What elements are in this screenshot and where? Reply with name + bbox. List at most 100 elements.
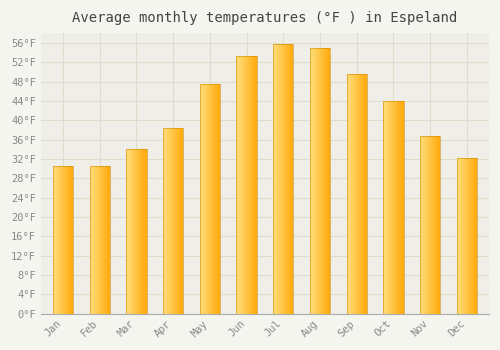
- Bar: [474, 158, 475, 314]
- Bar: [252, 56, 254, 314]
- Bar: [164, 127, 165, 314]
- Bar: [327, 48, 328, 314]
- Bar: [201, 84, 202, 314]
- Bar: [171, 127, 172, 314]
- Bar: [69, 166, 70, 314]
- Bar: [314, 48, 315, 314]
- Bar: [102, 166, 104, 314]
- Bar: [316, 48, 317, 314]
- Bar: [200, 84, 201, 314]
- Bar: [434, 136, 435, 314]
- Bar: [168, 127, 169, 314]
- Bar: [392, 101, 394, 314]
- Bar: [236, 56, 256, 314]
- Bar: [65, 166, 66, 314]
- Bar: [246, 56, 248, 314]
- Bar: [431, 136, 432, 314]
- Bar: [200, 84, 220, 314]
- Bar: [165, 127, 166, 314]
- Bar: [310, 48, 330, 314]
- Bar: [244, 56, 246, 314]
- Bar: [468, 158, 469, 314]
- Bar: [212, 84, 213, 314]
- Bar: [476, 158, 477, 314]
- Bar: [427, 136, 428, 314]
- Bar: [461, 158, 462, 314]
- Bar: [109, 166, 110, 314]
- Bar: [430, 136, 431, 314]
- Bar: [396, 101, 398, 314]
- Bar: [204, 84, 205, 314]
- Bar: [167, 127, 168, 314]
- Bar: [240, 56, 242, 314]
- Bar: [388, 101, 390, 314]
- Bar: [140, 149, 141, 314]
- Bar: [354, 74, 356, 314]
- Bar: [423, 136, 424, 314]
- Bar: [278, 44, 279, 314]
- Bar: [425, 136, 426, 314]
- Bar: [250, 56, 252, 314]
- Bar: [100, 166, 102, 314]
- Bar: [363, 74, 364, 314]
- Bar: [313, 48, 314, 314]
- Bar: [321, 48, 322, 314]
- Bar: [180, 127, 181, 314]
- Bar: [92, 166, 94, 314]
- Bar: [57, 166, 58, 314]
- Bar: [211, 84, 212, 314]
- Bar: [214, 84, 215, 314]
- Bar: [215, 84, 216, 314]
- Bar: [219, 84, 220, 314]
- Bar: [179, 127, 180, 314]
- Bar: [292, 44, 294, 314]
- Bar: [311, 48, 312, 314]
- Bar: [202, 84, 203, 314]
- Bar: [438, 136, 439, 314]
- Bar: [457, 158, 477, 314]
- Bar: [436, 136, 437, 314]
- Bar: [356, 74, 358, 314]
- Bar: [273, 44, 274, 314]
- Bar: [166, 127, 167, 314]
- Bar: [470, 158, 471, 314]
- Bar: [282, 44, 284, 314]
- Bar: [173, 127, 174, 314]
- Bar: [60, 166, 61, 314]
- Bar: [312, 48, 313, 314]
- Bar: [96, 166, 98, 314]
- Bar: [322, 48, 323, 314]
- Bar: [254, 56, 256, 314]
- Bar: [98, 166, 100, 314]
- Bar: [172, 127, 173, 314]
- Bar: [53, 166, 73, 314]
- Bar: [174, 127, 175, 314]
- Bar: [107, 166, 108, 314]
- Bar: [169, 127, 170, 314]
- Bar: [325, 48, 326, 314]
- Bar: [276, 44, 277, 314]
- Bar: [463, 158, 464, 314]
- Bar: [126, 149, 146, 314]
- Bar: [420, 136, 421, 314]
- Bar: [56, 166, 57, 314]
- Bar: [429, 136, 430, 314]
- Bar: [105, 166, 106, 314]
- Bar: [273, 44, 293, 314]
- Bar: [433, 136, 434, 314]
- Bar: [142, 149, 144, 314]
- Bar: [284, 44, 286, 314]
- Bar: [475, 158, 476, 314]
- Bar: [134, 149, 136, 314]
- Bar: [437, 136, 438, 314]
- Bar: [70, 166, 71, 314]
- Bar: [170, 127, 171, 314]
- Bar: [71, 166, 72, 314]
- Bar: [324, 48, 325, 314]
- Bar: [323, 48, 324, 314]
- Bar: [177, 127, 178, 314]
- Bar: [94, 166, 96, 314]
- Bar: [277, 44, 278, 314]
- Bar: [53, 166, 54, 314]
- Bar: [64, 166, 65, 314]
